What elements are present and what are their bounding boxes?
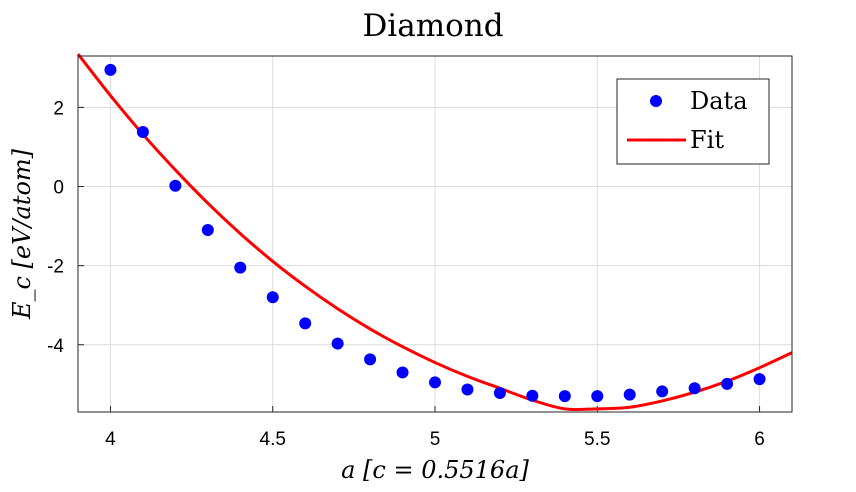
y-tick-label: -2: [47, 257, 64, 278]
x-tick-label: 4: [105, 429, 116, 450]
data-point: [558, 390, 571, 403]
x-axis-label: a [c = 0.5516a]: [341, 456, 529, 484]
legend: Data Fit: [616, 78, 770, 165]
points-layer: [104, 63, 766, 403]
fit-layer: [76, 53, 793, 412]
data-point: [461, 383, 474, 396]
data-point: [201, 224, 214, 237]
y-axis-label: E_c [eV/atom]: [8, 148, 36, 320]
data-point: [526, 389, 539, 402]
legend-label-fit: Fit: [690, 126, 724, 154]
x-tick-label: 5.5: [584, 429, 610, 450]
x-tick-labels: 4 4.5 5 5.5 6: [105, 429, 765, 450]
data-point: [331, 337, 344, 350]
x-tick-label: 4.5: [260, 429, 286, 450]
y-tick-label: 2: [53, 98, 64, 119]
legend-marker-data: [650, 95, 662, 107]
y-tick-label: -4: [47, 336, 64, 357]
data-point: [234, 261, 247, 274]
plot-frame: [77, 55, 793, 413]
data-point: [721, 377, 734, 390]
x-tick-label: 6: [754, 429, 765, 450]
data-point: [493, 387, 506, 400]
legend-label-data: Data: [690, 87, 748, 115]
data-point: [299, 317, 312, 330]
x-tick-label: 5: [430, 429, 441, 450]
data-point: [753, 373, 766, 386]
data-point: [136, 125, 149, 138]
data-point: [266, 291, 279, 304]
chart-title: Diamond: [362, 8, 503, 44]
data-point: [656, 385, 669, 398]
data-point: [364, 353, 377, 366]
y-tick-label: 0: [53, 178, 64, 199]
data-point: [104, 63, 117, 76]
data-point: [623, 388, 636, 401]
y-tick-labels: 2 0 -2 -4: [47, 98, 64, 356]
data-point: [396, 366, 409, 379]
legend-box: [616, 78, 770, 165]
data-point: [429, 376, 441, 389]
data-point: [591, 390, 604, 403]
data-point: [688, 382, 701, 395]
fit-line: [76, 53, 793, 412]
data-point: [169, 179, 182, 192]
